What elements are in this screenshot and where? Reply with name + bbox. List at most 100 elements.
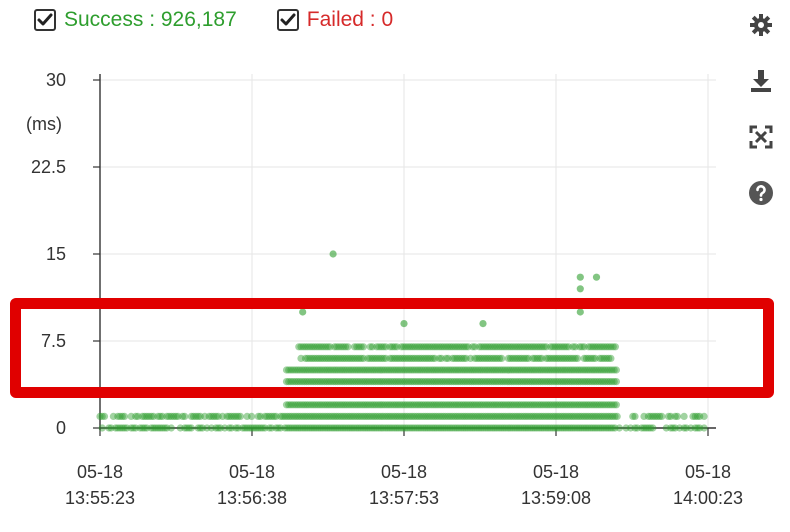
data-point	[514, 378, 522, 386]
data-point	[285, 412, 294, 420]
data-point	[363, 366, 371, 374]
data-point	[591, 412, 599, 420]
data-point	[492, 366, 500, 374]
data-point	[291, 401, 299, 409]
data-point	[376, 366, 384, 374]
data-point	[633, 424, 641, 432]
data-point	[382, 354, 390, 362]
download-button[interactable]	[746, 66, 776, 96]
data-point	[592, 366, 600, 374]
data-point	[116, 424, 124, 432]
data-point	[599, 366, 607, 374]
data-point	[586, 366, 594, 374]
data-point	[513, 412, 521, 420]
data-point	[485, 378, 493, 386]
data-point	[363, 412, 372, 420]
data-point	[308, 424, 316, 432]
data-point	[299, 424, 307, 432]
data-point	[406, 412, 414, 420]
data-point	[581, 378, 589, 386]
y-tick-label: 0	[56, 418, 66, 438]
data-point	[541, 378, 549, 386]
help-button[interactable]	[746, 178, 776, 208]
data-point	[587, 354, 595, 362]
data-point	[415, 343, 423, 351]
data-point	[599, 378, 607, 386]
data-point	[379, 343, 388, 351]
data-point	[608, 366, 616, 374]
data-point	[306, 343, 314, 351]
data-point	[372, 378, 380, 386]
data-point	[629, 412, 637, 420]
data-point	[333, 343, 341, 351]
data-point	[118, 424, 126, 432]
chart-grid	[99, 74, 716, 429]
data-point	[548, 366, 556, 374]
y-tick-label: 15	[46, 244, 66, 264]
data-point	[443, 401, 451, 409]
data-point	[336, 366, 344, 374]
data-point	[338, 366, 346, 374]
data-point	[647, 412, 655, 420]
success-checkbox[interactable]	[34, 9, 56, 31]
data-point	[118, 412, 126, 420]
data-point	[357, 343, 365, 351]
data-point	[444, 412, 452, 420]
data-point	[458, 354, 466, 362]
data-point	[393, 354, 401, 362]
data-point	[375, 354, 383, 362]
data-point	[476, 378, 484, 386]
data-point	[505, 378, 513, 386]
data-point	[374, 401, 382, 409]
data-point	[394, 378, 402, 386]
data-point	[577, 401, 585, 409]
data-point	[181, 424, 189, 432]
data-point	[546, 412, 554, 420]
data-point	[366, 354, 374, 362]
data-point	[549, 412, 557, 420]
data-point	[287, 366, 295, 374]
data-point	[348, 354, 356, 362]
data-point	[439, 424, 447, 432]
data-point	[515, 424, 523, 432]
data-point	[484, 343, 492, 351]
fullscreen-button[interactable]	[746, 122, 776, 152]
data-point	[288, 424, 296, 432]
data-point	[308, 354, 316, 362]
data-point	[331, 401, 340, 409]
legend-item-failed[interactable]: Failed : 0	[276, 8, 393, 32]
data-point	[225, 424, 233, 432]
settings-button[interactable]	[746, 10, 776, 40]
data-point	[642, 424, 650, 432]
data-point	[595, 378, 603, 386]
data-point	[395, 354, 403, 362]
data-point	[455, 354, 463, 362]
data-point	[471, 354, 479, 362]
data-point	[367, 366, 375, 374]
data-point	[432, 366, 440, 374]
data-point	[214, 412, 222, 420]
legend-item-success[interactable]: Success : 926,187	[34, 8, 237, 32]
data-point	[399, 424, 407, 432]
data-point	[392, 366, 400, 374]
data-point	[409, 366, 418, 374]
data-point	[378, 401, 386, 409]
y-tick-label: 7.5	[41, 331, 66, 351]
data-point	[403, 366, 411, 374]
data-point	[562, 354, 570, 362]
data-point	[405, 366, 413, 374]
data-point	[484, 412, 492, 420]
data-point	[132, 412, 140, 420]
data-point	[490, 378, 498, 386]
data-point	[317, 424, 325, 432]
failed-checkbox[interactable]	[276, 9, 299, 31]
data-point	[669, 424, 677, 432]
data-point	[533, 354, 542, 362]
data-point	[338, 378, 346, 386]
data-point	[174, 412, 182, 420]
data-point	[349, 401, 357, 409]
data-point	[543, 401, 551, 409]
data-point	[348, 424, 356, 432]
data-point	[347, 366, 355, 374]
data-point	[456, 401, 464, 409]
